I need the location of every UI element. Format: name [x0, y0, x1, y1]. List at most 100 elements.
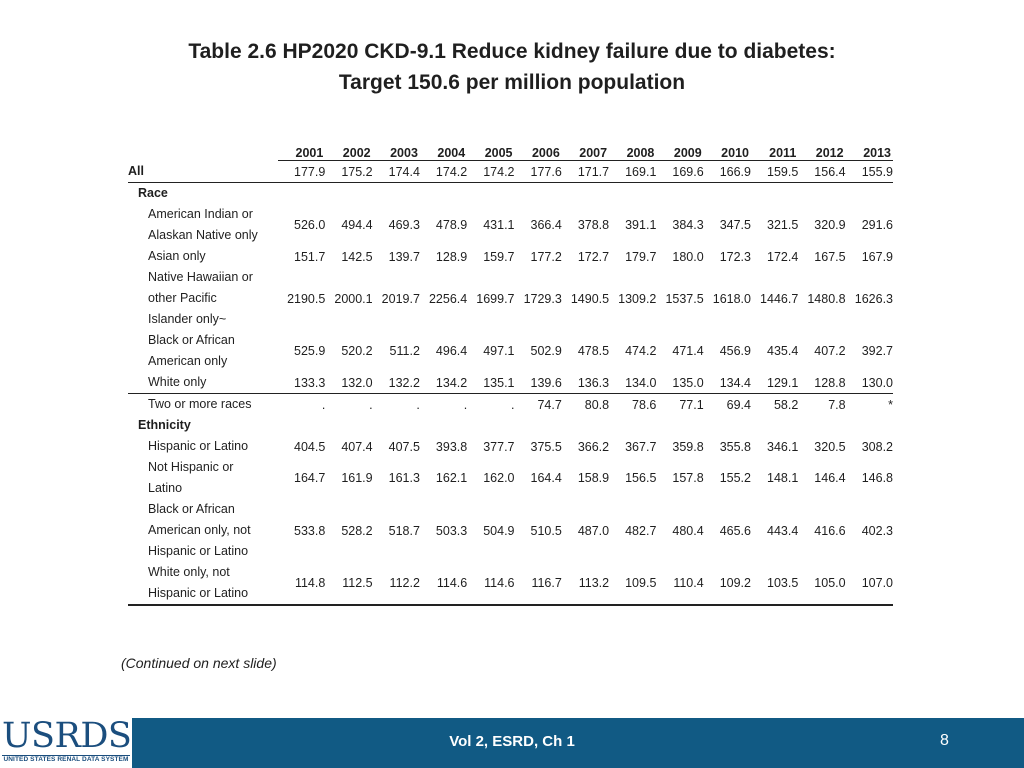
table-cell: 161.3 — [388, 471, 420, 485]
table-cell: 384.3 — [672, 218, 704, 232]
table-cell: 482.7 — [625, 523, 657, 538]
row-label-header — [128, 140, 278, 161]
table-cell: 109.2 — [703, 562, 751, 606]
table-cell: 156.4 — [798, 160, 846, 183]
table-row: Native Hawaiian or other Pacific Islander … — [128, 267, 893, 330]
row-label: Two or more races — [128, 394, 278, 416]
row-label-line: Black or African — [148, 502, 235, 516]
footer-volume-label: Vol 2, ESRD, Ch 1 — [449, 733, 575, 750]
table-cell: 164.4 — [530, 471, 562, 485]
row-label: Ethnicity — [128, 415, 278, 436]
table-cell: 359.8 — [672, 439, 704, 454]
table-cell: 177.9 — [278, 160, 326, 183]
table-cell — [562, 415, 609, 436]
table-cell: 174.2 — [467, 160, 515, 183]
table-cell: 134.4 — [703, 372, 751, 394]
table-cell — [373, 183, 420, 205]
table-cell: 367.7 — [625, 439, 657, 454]
table-cell: 456.9 — [719, 344, 751, 358]
table-cell: 407.4 — [341, 439, 373, 454]
table-row: Race — [128, 183, 893, 205]
row-label: Asian only — [128, 246, 278, 267]
table-cell — [278, 415, 325, 436]
table-cell — [798, 183, 845, 205]
row-label: Not Hispanic or Latino — [128, 457, 278, 499]
table-cell: 320.9 — [814, 218, 846, 232]
table-row: Asian only 151.7 142.5 139.7 128.9 159.7 177.2… — [128, 246, 893, 267]
row-label: White only — [128, 372, 279, 394]
table-cell: 431.1 — [483, 218, 515, 232]
table-cell: 1626.3 — [854, 291, 893, 306]
table-row: Black or African American only 525.9 520.2 5… — [128, 330, 893, 372]
table-cell — [846, 415, 893, 436]
table-cell: 69.4 — [726, 397, 751, 412]
table-cell: 503.3 — [435, 523, 468, 538]
table-cell: 407.5 — [388, 439, 420, 454]
table-cell: 78.6 — [632, 397, 657, 412]
table-cell: 347.5 — [719, 218, 751, 232]
row-label-line: Hispanic or Latino — [148, 586, 249, 600]
table-cell — [609, 415, 656, 436]
table-cell: 172.3 — [719, 249, 751, 264]
table-cell: 366.2 — [577, 439, 610, 454]
row-label-line: Asian only — [148, 249, 206, 263]
table-cell: 133.3 — [278, 372, 326, 394]
table-cell: 407.2 — [814, 344, 846, 358]
table-cell: 169.1 — [609, 160, 657, 183]
table-cell: 469.3 — [388, 218, 420, 232]
year-header: 2006 — [514, 140, 562, 161]
table-cell: 167.5 — [814, 249, 846, 264]
row-label: Race — [128, 183, 278, 205]
title-line-1: Table 2.6 HP2020 CKD-9.1 Reduce kidney f… — [188, 40, 836, 63]
table-cell: 172.4 — [767, 249, 799, 264]
table-cell: 129.1 — [750, 372, 799, 394]
table-cell — [704, 183, 751, 205]
table-cell: 496.4 — [435, 344, 468, 358]
table-cell: 162.1 — [435, 471, 468, 485]
table-cell: 2000.1 — [334, 291, 373, 306]
table-cell: 110.4 — [656, 562, 704, 606]
table-cell — [373, 415, 420, 436]
table-cell: 511.2 — [389, 344, 420, 358]
table-cell: 171.7 — [561, 160, 610, 183]
row-label-line: Native Hawaiian or — [148, 270, 253, 284]
table-row: Two or more races..... 74.7 80.8 78.6 77.1 69… — [128, 394, 893, 416]
table-cell: 525.9 — [294, 344, 326, 358]
table-cell: . — [369, 397, 373, 412]
table-cell: 443.4 — [767, 523, 799, 538]
table-cell: 77.1 — [679, 397, 704, 412]
table-cell: 146.4 — [814, 471, 846, 485]
table-cell: 1446.7 — [760, 291, 799, 306]
table-cell: 1729.3 — [523, 291, 562, 306]
table-cell: 174.4 — [372, 160, 420, 183]
table-cell: 291.6 — [861, 218, 893, 232]
table-cell: 346.1 — [767, 439, 799, 454]
table-cell: 533.8 — [294, 523, 326, 538]
table-cell: 520.2 — [341, 344, 373, 358]
table-cell — [515, 183, 562, 205]
table-cell: 158.9 — [577, 471, 610, 485]
table-cell: 478.9 — [435, 218, 468, 232]
table-cell: 487.0 — [577, 523, 610, 538]
table-cell: 162.0 — [483, 471, 515, 485]
row-label-line: All — [128, 163, 144, 178]
row-label-line: American only — [148, 354, 228, 368]
table-cell — [278, 183, 325, 205]
table-cell: 148.1 — [767, 471, 799, 485]
table-cell: 478.5 — [577, 344, 610, 358]
table-cell — [704, 415, 751, 436]
year-header: 2010 — [703, 140, 751, 161]
table-cell — [751, 415, 798, 436]
table-row: Hispanic or Latino 404.5 407.4 407.5 393.8 37… — [128, 436, 893, 457]
table-cell: 7.8 — [828, 397, 846, 412]
table-cell: 471.4 — [672, 344, 704, 358]
table-cell: 132.0 — [325, 372, 373, 394]
table-cell: 132.2 — [372, 372, 420, 394]
table-cell: 114.6 — [419, 562, 468, 606]
year-header: 2009 — [656, 140, 704, 161]
table-cell — [325, 183, 372, 205]
table-cell — [751, 183, 798, 205]
page-number: 8 — [940, 732, 949, 749]
table-cell: 112.2 — [372, 562, 420, 606]
row-label-line: American only, not — [148, 523, 251, 537]
